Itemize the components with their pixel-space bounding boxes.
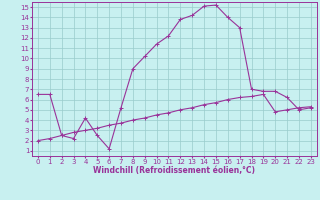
X-axis label: Windchill (Refroidissement éolien,°C): Windchill (Refroidissement éolien,°C) [93,166,255,175]
